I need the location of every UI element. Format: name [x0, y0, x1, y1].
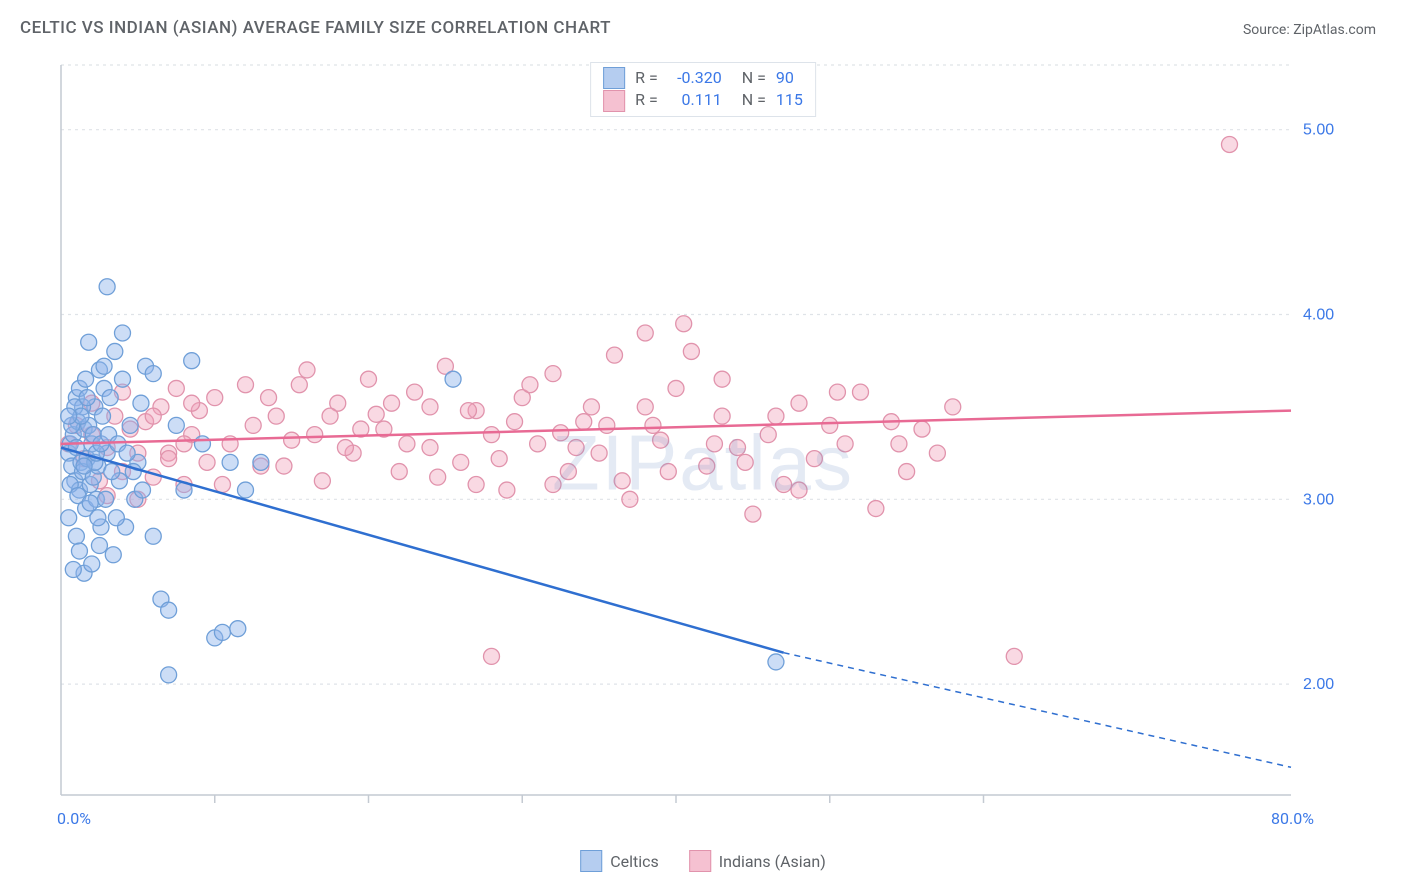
plot-area: 2.00 3.00 4.00 5.00 — [56, 60, 1346, 815]
legend-item-celtics: Celtics — [580, 850, 659, 872]
r-value-celtics: -0.320 — [668, 67, 722, 89]
x-axis-max-label: 80.0% — [1271, 809, 1314, 828]
legend-bottom: Celtics Indians (Asian) — [580, 850, 826, 872]
n-value-indians: 115 — [776, 89, 803, 111]
swatch-celtics-icon — [603, 67, 625, 89]
r-value-indians: 0.111 — [668, 89, 722, 111]
scatter-svg: 2.00 3.00 4.00 5.00 — [56, 60, 1346, 815]
legend-label-indians: Indians (Asian) — [719, 852, 826, 871]
legend-stats: R = -0.320 N = 90 R = 0.111 N = 115 — [590, 62, 816, 117]
swatch-indians-icon — [603, 90, 625, 112]
x-axis-min-label: 0.0% — [57, 809, 91, 828]
svg-text:5.00: 5.00 — [1303, 122, 1334, 139]
n-value-celtics: 90 — [776, 67, 794, 89]
correlation-chart: CELTIC VS INDIAN (ASIAN) AVERAGE FAMILY … — [10, 10, 1396, 882]
legend-row-celtics: R = -0.320 N = 90 — [603, 67, 803, 89]
swatch-celtics-icon — [580, 850, 602, 872]
legend-item-indians: Indians (Asian) — [689, 850, 826, 872]
svg-text:2.00: 2.00 — [1303, 676, 1334, 693]
svg-text:3.00: 3.00 — [1303, 491, 1334, 508]
chart-source: Source: ZipAtlas.com — [1243, 22, 1376, 38]
chart-title: CELTIC VS INDIAN (ASIAN) AVERAGE FAMILY … — [20, 18, 611, 38]
svg-text:4.00: 4.00 — [1303, 306, 1334, 323]
legend-label-celtics: Celtics — [610, 852, 659, 871]
swatch-indians-icon — [689, 850, 711, 872]
legend-row-indians: R = 0.111 N = 115 — [603, 89, 803, 111]
